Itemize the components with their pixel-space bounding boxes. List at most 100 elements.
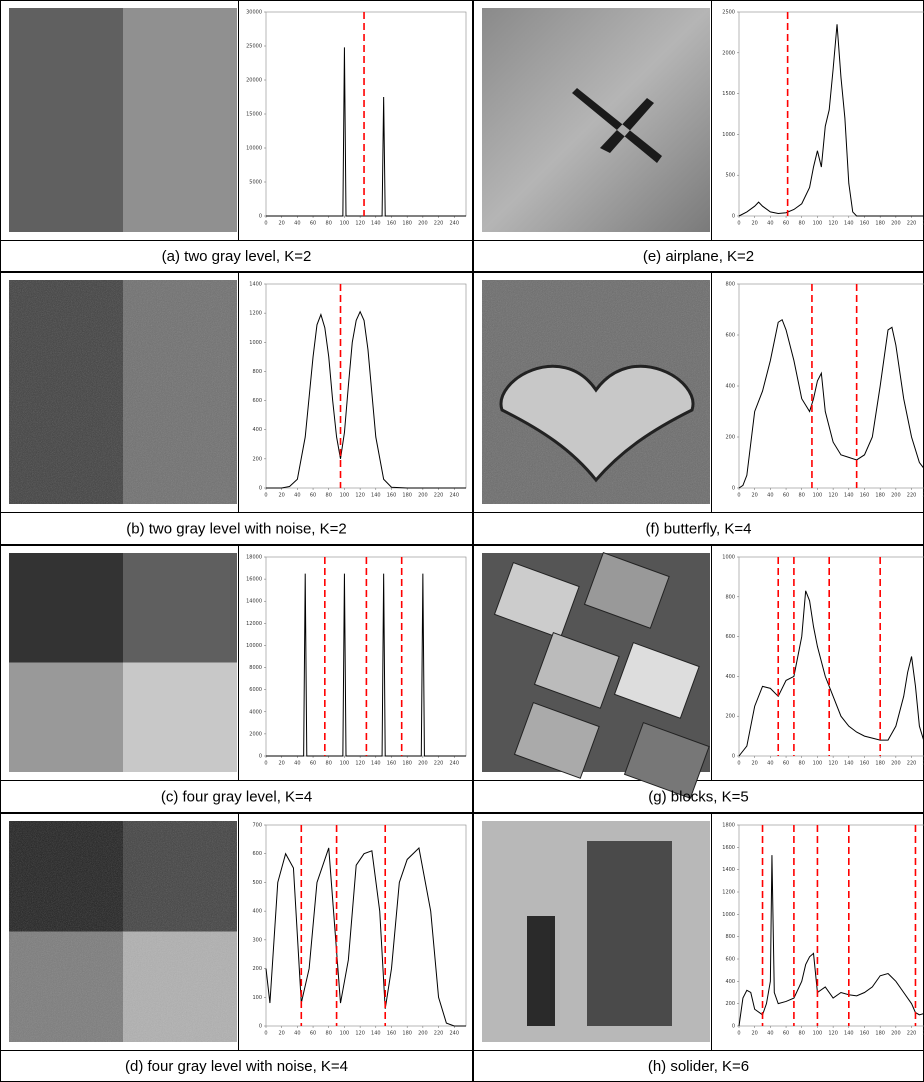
y-tick-label: 20000: [246, 78, 262, 84]
image-noise: [9, 280, 237, 504]
x-tick-label: 40: [294, 493, 300, 499]
x-tick-label: 0: [737, 761, 740, 767]
x-tick-label: 60: [783, 1031, 789, 1037]
y-tick-label: 400: [725, 979, 735, 985]
x-tick-label: 20: [751, 221, 757, 227]
x-tick-label: 60: [783, 761, 789, 767]
x-tick-label: 120: [828, 221, 838, 227]
x-tick-label: 220: [434, 221, 444, 227]
x-tick-label: 160: [860, 761, 870, 767]
x-tick-label: 160: [387, 1031, 397, 1037]
y-tick-label: 15000: [246, 112, 262, 118]
x-tick-label: 220: [907, 221, 917, 227]
image-quadrant: [9, 553, 123, 663]
x-tick-label: 180: [875, 761, 885, 767]
histogram-line: [739, 591, 924, 756]
y-tick-label: 100: [252, 995, 262, 1001]
x-tick-label: 240: [449, 493, 459, 499]
y-tick-label: 800: [252, 369, 262, 375]
caption: (a) two gray level, K=2: [162, 248, 312, 265]
x-tick-label: 100: [340, 1031, 350, 1037]
y-tick-label: 0: [259, 214, 262, 220]
y-tick-label: 1500: [722, 91, 735, 97]
x-tick-label: 100: [340, 493, 350, 499]
x-tick-label: 0: [264, 221, 267, 227]
x-tick-label: 240: [449, 1031, 459, 1037]
x-tick-label: 140: [371, 1031, 381, 1037]
y-tick-label: 400: [725, 384, 735, 390]
y-tick-label: 800: [725, 282, 735, 288]
y-tick-label: 30000: [246, 10, 262, 16]
x-tick-label: 20: [751, 1031, 757, 1037]
image-quadrant: [123, 663, 237, 773]
x-tick-label: 200: [891, 493, 901, 499]
caption: (g) blocks, K=5: [648, 788, 748, 805]
y-tick-label: 1400: [722, 867, 735, 873]
x-tick-label: 20: [751, 761, 757, 767]
x-tick-label: 20: [278, 493, 284, 499]
x-tick-label: 200: [891, 761, 901, 767]
y-tick-label: 14000: [246, 599, 262, 605]
image-quadrant: [123, 553, 237, 663]
x-tick-label: 120: [828, 493, 838, 499]
x-tick-label: 120: [355, 493, 365, 499]
y-tick-label: 1000: [722, 132, 735, 138]
y-tick-label: 200: [252, 456, 262, 462]
y-tick-label: 25000: [246, 44, 262, 50]
x-tick-label: 200: [891, 221, 901, 227]
x-tick-label: 140: [844, 221, 854, 227]
y-tick-label: 300: [252, 937, 262, 943]
image-noise: [9, 821, 237, 1042]
x-tick-label: 240: [449, 761, 459, 767]
x-tick-label: 220: [434, 493, 444, 499]
x-tick-label: 0: [264, 493, 267, 499]
image-sky: [482, 8, 710, 232]
y-tick-label: 0: [732, 486, 735, 492]
x-tick-label: 20: [278, 761, 284, 767]
y-tick-label: 1000: [722, 912, 735, 918]
x-tick-label: 60: [310, 493, 316, 499]
x-tick-label: 160: [860, 493, 870, 499]
x-tick-label: 100: [340, 221, 350, 227]
y-tick-label: 1800: [722, 823, 735, 829]
y-tick-label: 12000: [246, 621, 262, 627]
x-tick-label: 180: [875, 1031, 885, 1037]
x-tick-label: 140: [371, 221, 381, 227]
figure: (a) two gray level, K=205000100001500020…: [0, 0, 924, 1082]
x-tick-label: 60: [310, 761, 316, 767]
histogram-line: [266, 312, 466, 488]
x-tick-label: 60: [783, 221, 789, 227]
y-tick-label: 200: [725, 1001, 735, 1007]
x-tick-label: 100: [813, 221, 823, 227]
x-tick-label: 20: [278, 221, 284, 227]
x-tick-label: 180: [402, 1031, 412, 1037]
y-tick-label: 500: [725, 173, 735, 179]
y-tick-label: 600: [252, 851, 262, 857]
y-tick-label: 0: [732, 214, 735, 220]
x-tick-label: 20: [278, 1031, 284, 1037]
x-tick-label: 20: [751, 493, 757, 499]
image-quadrant: [9, 663, 123, 773]
x-tick-label: 180: [875, 493, 885, 499]
x-tick-label: 40: [767, 493, 773, 499]
y-tick-label: 800: [725, 594, 735, 600]
x-tick-label: 200: [418, 761, 428, 767]
y-tick-label: 800: [725, 934, 735, 940]
x-tick-label: 200: [418, 1031, 428, 1037]
plot-frame: [739, 284, 924, 488]
y-tick-label: 10000: [246, 643, 262, 649]
y-tick-label: 10000: [246, 146, 262, 152]
y-tick-label: 0: [259, 754, 262, 760]
x-tick-label: 120: [355, 761, 365, 767]
x-tick-label: 180: [402, 493, 412, 499]
caption: (d) four gray level with noise, K=4: [125, 1058, 348, 1075]
x-tick-label: 220: [434, 761, 444, 767]
x-tick-label: 100: [340, 761, 350, 767]
x-tick-label: 100: [813, 493, 823, 499]
image-soldier: [527, 916, 555, 1026]
x-tick-label: 180: [402, 761, 412, 767]
x-tick-label: 80: [799, 761, 805, 767]
y-tick-label: 400: [252, 909, 262, 915]
x-tick-label: 80: [326, 761, 332, 767]
y-tick-label: 0: [732, 1024, 735, 1030]
